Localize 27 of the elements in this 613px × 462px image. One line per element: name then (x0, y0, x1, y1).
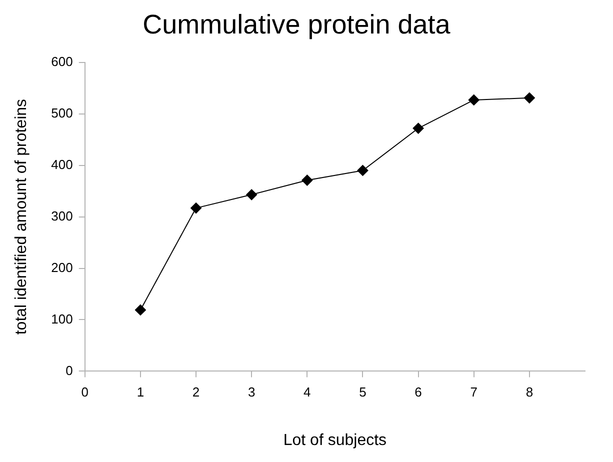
y-tick-label: 600 (51, 54, 73, 69)
y-tick-label: 500 (51, 105, 73, 120)
point (357, 164, 368, 176)
x-axis-title: Lot of subjects (283, 432, 387, 449)
x-tick-label: 1 (136, 384, 144, 400)
y-axis-title: total identified amount of proteins (13, 98, 30, 335)
x-tick-label: 3 (248, 384, 256, 400)
x-tick-label: 2 (192, 384, 200, 400)
x-tick-label: 4 (304, 384, 311, 400)
x-tick-label: 5 (359, 384, 366, 400)
y-tick-label: 100 (51, 311, 73, 326)
point (468, 94, 480, 106)
x-tick-label: 7 (470, 384, 478, 400)
x-tick-label: 0 (81, 384, 89, 400)
x-tick-label: 8 (526, 384, 534, 400)
point (134, 304, 146, 316)
point (524, 92, 535, 104)
point (412, 122, 424, 134)
y-tick-label: 0 (66, 362, 73, 378)
point (246, 189, 258, 200)
point (302, 174, 313, 186)
y-tick-label: 200 (51, 260, 73, 275)
chart-title: Cummulative protein data (142, 10, 452, 40)
y-tick-label: 300 (51, 208, 73, 224)
point (190, 202, 202, 214)
y-tick-label: 400 (51, 156, 73, 172)
x-tick-label: 6 (414, 384, 422, 400)
